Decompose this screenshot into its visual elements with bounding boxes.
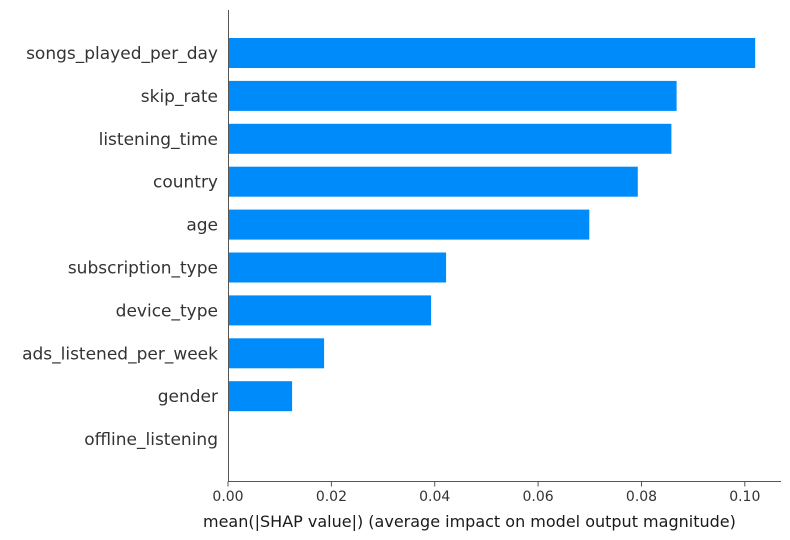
x-tick-label: 0.02 [316,489,347,505]
x-tick-label: 0.04 [419,489,450,505]
axis-layer [228,10,781,482]
bar-skip-rate [228,80,677,111]
category-label-ads-listened-per-week: ads_listened_per_week [22,344,218,364]
category-label-skip-rate: skip_rate [141,87,218,107]
x-ticks-layer: 0.00 0.02 0.04 0.06 0.08 0.10 [212,481,760,505]
x-tick-label: 0.06 [523,489,554,505]
bar-gender [228,381,293,412]
category-label-country: country [153,173,218,193]
category-label-device-type: device_type [116,301,218,321]
category-label-gender: gender [158,387,218,407]
x-tick-label: 0.00 [212,489,243,505]
bar-age [228,209,590,240]
category-label-listening-time: listening_time [99,130,218,150]
category-label-songs-played-per-day: songs_played_per_day [26,44,218,64]
bar-songs-played-per-day [228,38,756,68]
bar-listening-time [228,123,672,154]
x-tick-label: 0.10 [729,489,760,505]
category-labels-layer: songs_played_per_day skip_rate listening_t… [22,44,218,450]
bars-layer [228,38,756,412]
x-axis-label: mean(|SHAP value|) (average impact on mo… [203,512,736,531]
bar-subscription-type [228,252,447,283]
x-tick-label: 0.08 [626,489,657,505]
bar-ads-listened-per-week [228,338,325,369]
category-label-age: age [186,216,218,236]
bar-country [228,166,638,197]
category-label-offline-listening: offline_listening [84,430,218,450]
category-label-subscription-type: subscription_type [68,259,218,279]
bar-device-type [228,295,432,326]
